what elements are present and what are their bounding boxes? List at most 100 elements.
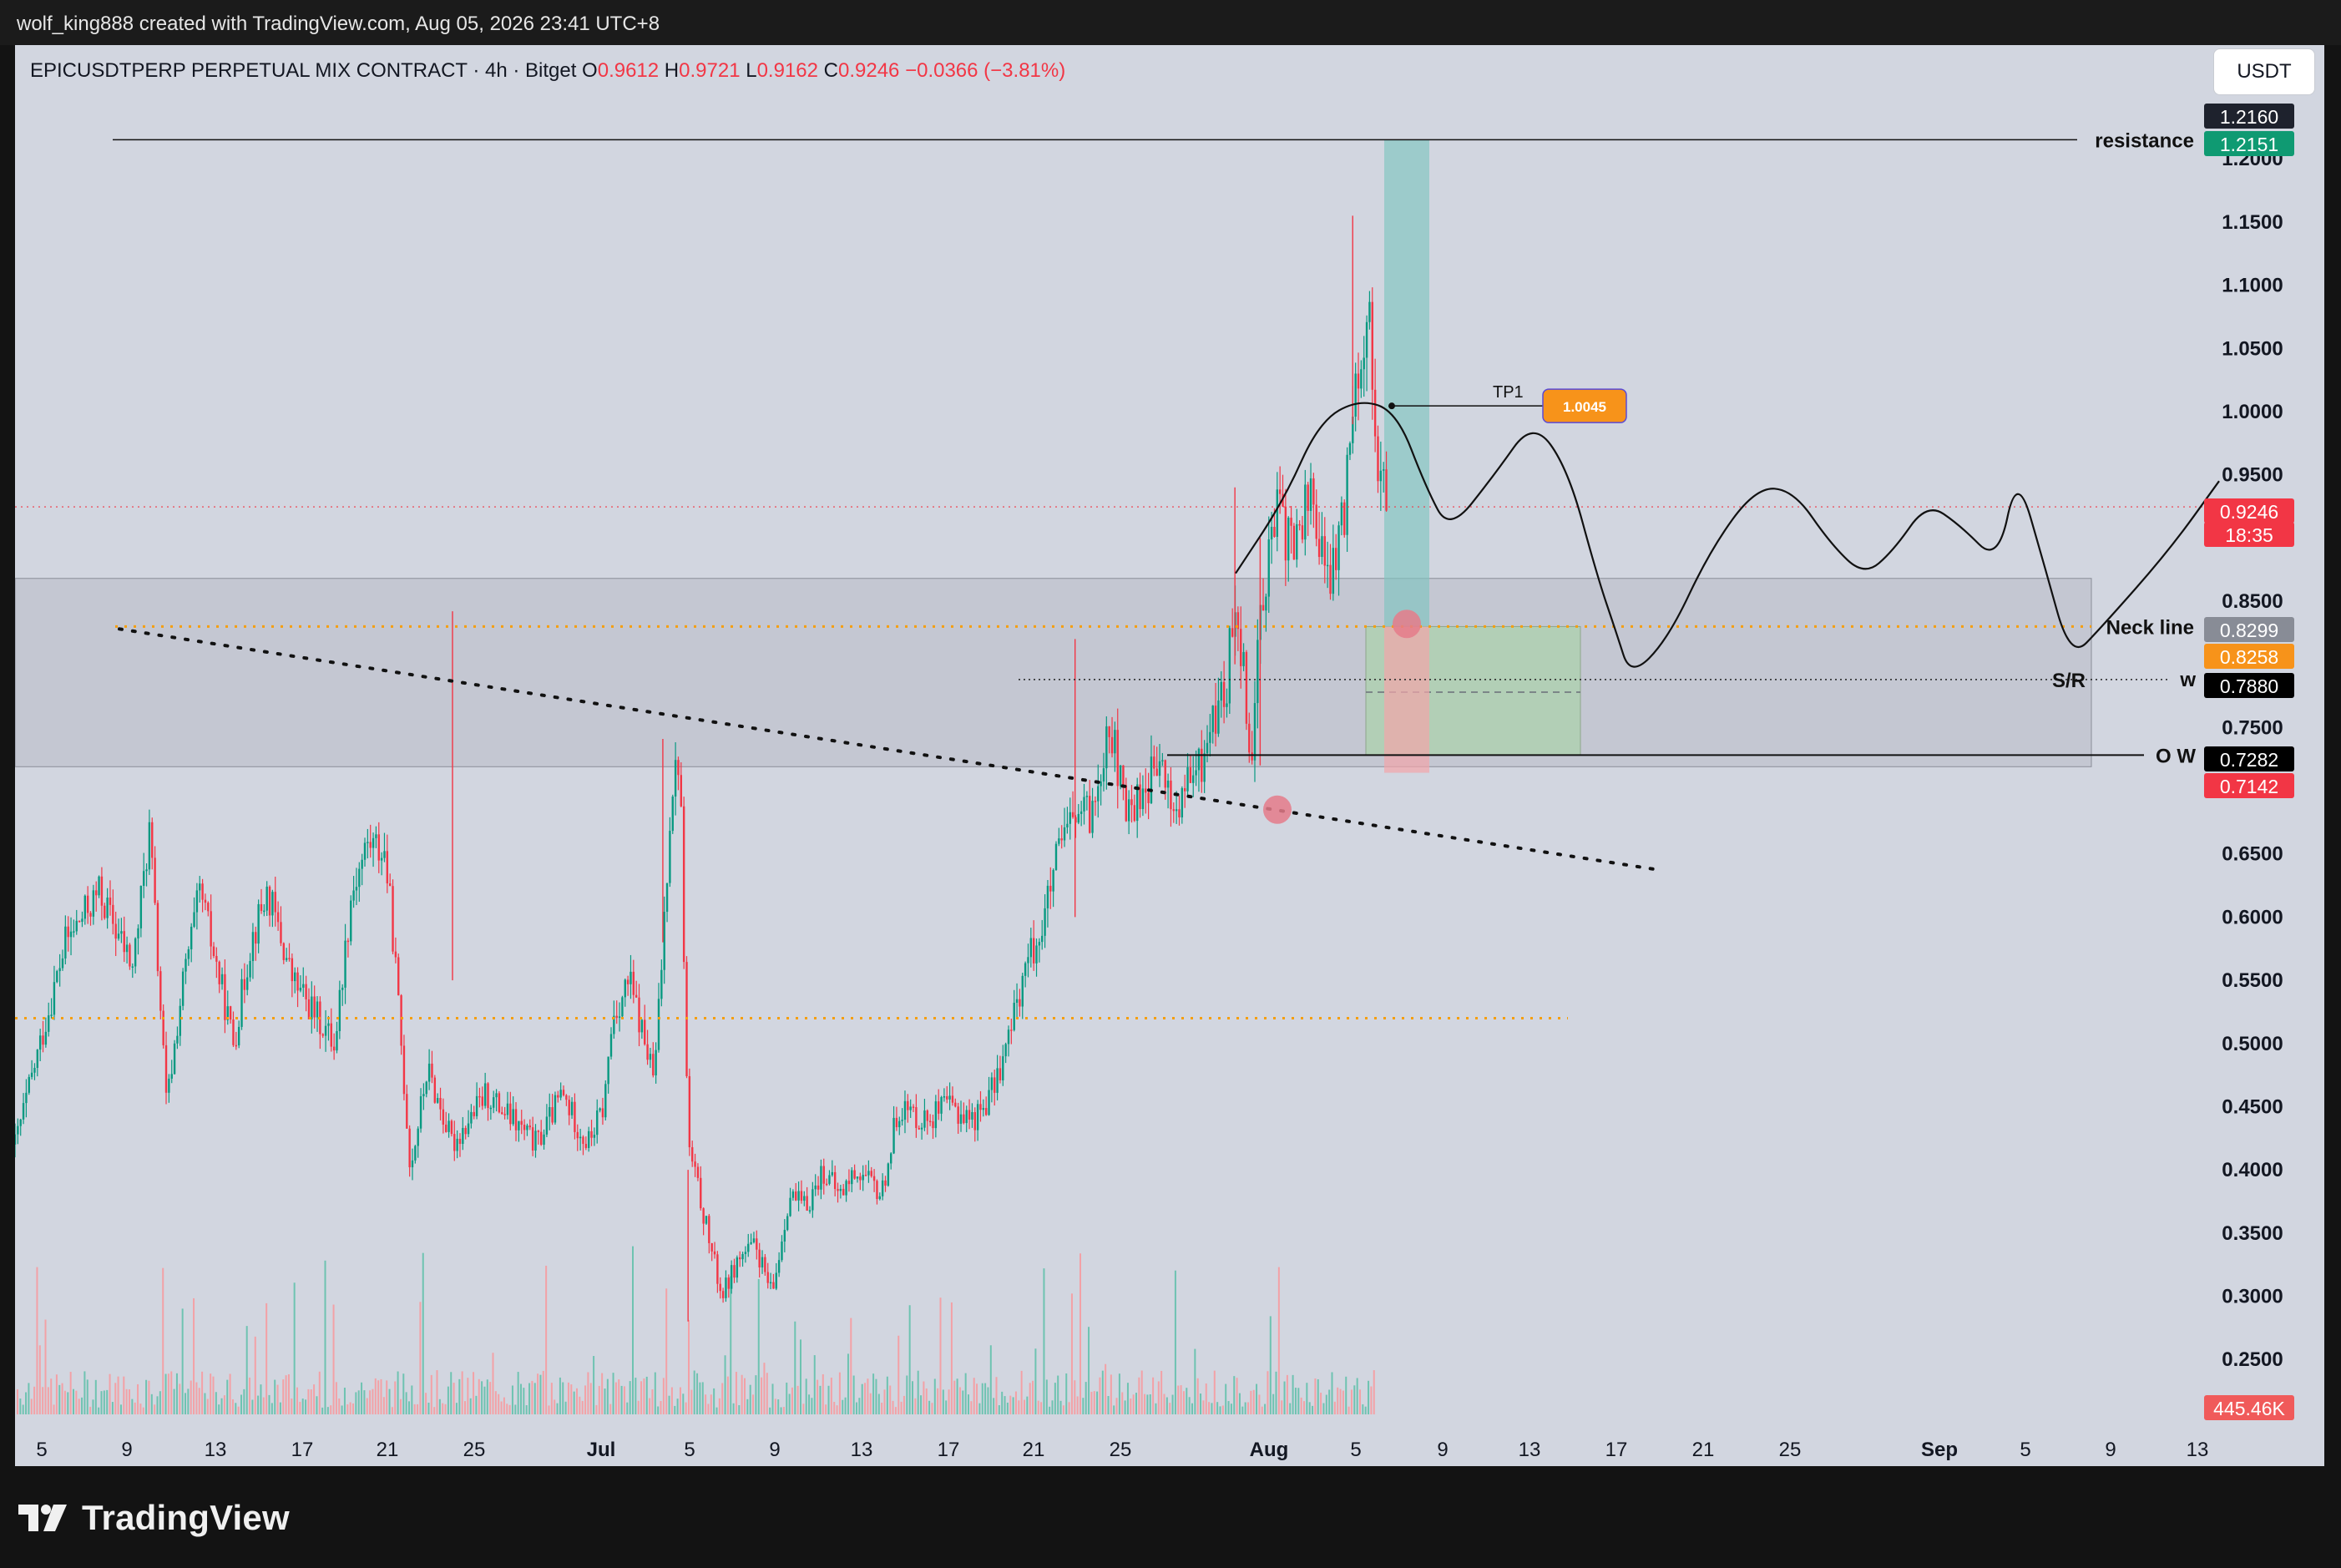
volume-bar bbox=[912, 1381, 913, 1414]
candle-body bbox=[1343, 502, 1346, 535]
volume-bar bbox=[1267, 1371, 1269, 1414]
volume-bar bbox=[181, 1308, 184, 1414]
candle-body bbox=[17, 1125, 19, 1135]
candle-body bbox=[1385, 469, 1388, 511]
candle-body bbox=[179, 1005, 181, 1036]
candle-body bbox=[1304, 484, 1307, 540]
volume-bar bbox=[744, 1378, 746, 1414]
volume-bar bbox=[1269, 1316, 1272, 1414]
volume-bar bbox=[1026, 1396, 1029, 1414]
candle-body bbox=[411, 1160, 414, 1168]
volume-bar bbox=[215, 1392, 217, 1414]
volume-bar bbox=[73, 1388, 74, 1414]
volume-bar bbox=[953, 1380, 956, 1414]
volume-bar bbox=[36, 1267, 38, 1414]
volume-bar bbox=[1322, 1403, 1325, 1414]
volume-bar bbox=[61, 1383, 63, 1414]
volume-bar bbox=[69, 1372, 72, 1414]
candle-body bbox=[657, 999, 660, 1050]
volume-bar bbox=[469, 1398, 472, 1414]
volume-bar bbox=[657, 1406, 660, 1414]
volume-bar bbox=[662, 1378, 665, 1414]
candle-body bbox=[224, 974, 226, 1020]
candle-body bbox=[777, 1260, 781, 1273]
candle-body bbox=[895, 1117, 898, 1128]
symbol-legend[interactable]: EPICUSDTPERP PERPETUAL MIX CONTRACT · 4h… bbox=[30, 59, 1065, 82]
volume-bar bbox=[864, 1383, 867, 1414]
volume-bar bbox=[363, 1390, 366, 1414]
volume-bar bbox=[399, 1399, 402, 1414]
volume-bar bbox=[833, 1402, 836, 1414]
volume-bar bbox=[813, 1355, 816, 1414]
candle-body bbox=[313, 996, 316, 1018]
volume-bar bbox=[514, 1404, 517, 1414]
candle-body bbox=[1178, 809, 1181, 818]
volume-bar bbox=[53, 1404, 55, 1414]
candle-body bbox=[431, 1063, 433, 1078]
price-label-text: 445.46K bbox=[2213, 1398, 2285, 1419]
volume-bar bbox=[1169, 1403, 1171, 1414]
candle-body bbox=[1335, 548, 1337, 570]
volume-bar bbox=[1252, 1389, 1255, 1414]
volume-bar bbox=[374, 1378, 377, 1414]
volume-bar bbox=[391, 1407, 393, 1414]
candle-body bbox=[512, 1109, 514, 1125]
candle-body bbox=[1340, 502, 1343, 526]
candle-body bbox=[195, 890, 199, 913]
volume-bar bbox=[805, 1378, 807, 1414]
volume-bar bbox=[1202, 1400, 1205, 1414]
volume-bar bbox=[117, 1376, 119, 1414]
candle-body bbox=[159, 971, 162, 1011]
candle-body bbox=[800, 1191, 803, 1201]
volume-bar bbox=[537, 1373, 539, 1414]
candle-body bbox=[1102, 768, 1105, 781]
volume-bar bbox=[752, 1394, 755, 1414]
volume-bar bbox=[858, 1398, 861, 1414]
volume-bar bbox=[682, 1393, 685, 1414]
volume-bar bbox=[63, 1390, 66, 1414]
currency-button[interactable]: USDT bbox=[2213, 48, 2315, 95]
candle-body bbox=[1002, 1056, 1004, 1080]
volume-bar bbox=[483, 1386, 486, 1414]
retest-marker[interactable] bbox=[1263, 795, 1292, 824]
candle-body bbox=[948, 1095, 951, 1100]
candle-body bbox=[756, 1238, 758, 1250]
candle-body bbox=[766, 1272, 769, 1283]
candle-body bbox=[1346, 454, 1348, 535]
volume-bar bbox=[945, 1400, 948, 1414]
chart-frame[interactable]: TP1 1.0045 resistance Neck line S/R w O W 1.20… bbox=[15, 45, 2324, 1466]
candle-body bbox=[803, 1196, 806, 1201]
entry-marker[interactable] bbox=[1393, 609, 1421, 639]
volume-bar bbox=[1356, 1378, 1358, 1414]
volume-bar bbox=[1054, 1383, 1056, 1414]
candle-body bbox=[1010, 1029, 1013, 1031]
volume-bar bbox=[886, 1376, 888, 1414]
volume-bar bbox=[1345, 1376, 1347, 1414]
tradingview-logo[interactable]: TradingView bbox=[18, 1495, 290, 1541]
volume-bar bbox=[442, 1403, 444, 1414]
volume-bar bbox=[545, 1265, 548, 1414]
candle-body bbox=[543, 1134, 545, 1146]
candle-body bbox=[450, 1120, 453, 1135]
candle-body bbox=[168, 1078, 170, 1093]
candle-body bbox=[15, 1134, 17, 1145]
candle-body bbox=[999, 1068, 1002, 1080]
volume-bar bbox=[25, 1392, 28, 1414]
volume-bar bbox=[1070, 1293, 1073, 1414]
volume-bar bbox=[962, 1390, 964, 1414]
candle-body bbox=[934, 1101, 938, 1129]
candle-body bbox=[1379, 470, 1383, 482]
volume-bar bbox=[998, 1405, 1000, 1414]
volume-bar bbox=[976, 1383, 978, 1414]
volume-bar bbox=[550, 1383, 553, 1414]
candle-body bbox=[1287, 518, 1290, 561]
candle-body bbox=[814, 1185, 817, 1190]
volume-bar bbox=[1188, 1397, 1191, 1414]
candle-body bbox=[1371, 301, 1373, 390]
tp1-badge[interactable] bbox=[1542, 388, 1627, 423]
candle-body bbox=[307, 999, 311, 1019]
volume-bar bbox=[822, 1373, 824, 1414]
volume-bar bbox=[274, 1379, 276, 1414]
candle-body bbox=[1100, 781, 1102, 787]
